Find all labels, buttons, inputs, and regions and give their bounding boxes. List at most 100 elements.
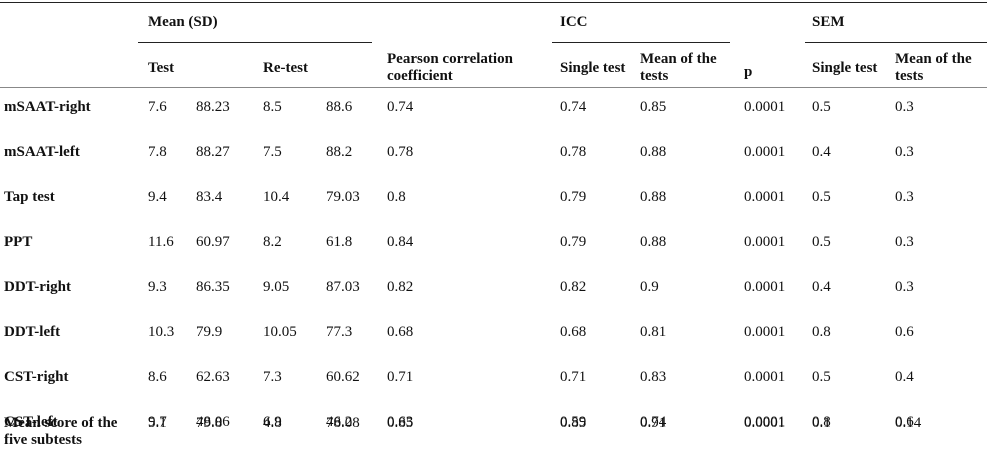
column-header: p [744, 63, 753, 80]
cell: 87.03 [326, 278, 360, 295]
group-header: Mean (SD) [148, 13, 218, 30]
cell: 0.3 [895, 188, 914, 205]
group-header: SEM [812, 13, 845, 30]
cell: 0.6 [895, 414, 914, 431]
cell: 0.85 [640, 98, 667, 115]
cell: 0.71 [387, 369, 414, 386]
cell: 0.68 [387, 324, 414, 340]
cell: 0.5 [812, 233, 831, 250]
cell: 9.4 [148, 188, 167, 205]
cell: 0.14 [895, 414, 922, 431]
cell: 10.3 [148, 324, 175, 340]
cell: 79.8 [196, 414, 223, 431]
cell: 0.74 [387, 98, 414, 115]
row-label: Mean score of the five subtests [4, 415, 118, 448]
cell: 0.91 [640, 414, 667, 431]
cell: 0.83 [640, 369, 667, 386]
row-label: DDT-right [4, 278, 71, 295]
cell: 0.88 [640, 188, 667, 205]
rule [552, 42, 730, 43]
cell: 7.6 [148, 98, 167, 115]
rule [805, 42, 987, 43]
row-label: CST-right [4, 369, 69, 386]
cell: 0.85 [560, 414, 587, 431]
cell: 0.3 [895, 233, 914, 250]
cell: 79.9 [196, 324, 223, 340]
cell: 0.0001 [744, 414, 786, 431]
cell: 0.79 [560, 188, 587, 205]
cell: 0.0001 [744, 324, 786, 340]
cell: 0.5 [812, 188, 831, 205]
cell: 0.8 [812, 324, 831, 340]
cell: 0.0001 [744, 143, 786, 160]
cell: 88.23 [196, 98, 230, 115]
cell: 60.97 [196, 233, 230, 250]
cell: 0.84 [387, 233, 414, 250]
cell: 0.78 [387, 143, 414, 160]
cell: 9.3 [148, 278, 167, 295]
row-label: mSAAT-left [4, 143, 80, 160]
cell: 0.4 [812, 143, 831, 160]
cell: 0.88 [640, 143, 667, 160]
cell: 7.5 [263, 143, 282, 160]
cell: 83.4 [196, 188, 223, 205]
column-header: Single test [812, 59, 878, 76]
cell: 0.0001 [744, 233, 786, 250]
cell: 60.62 [326, 369, 360, 386]
cell: 0.5 [812, 98, 831, 115]
cell: 0.81 [640, 324, 667, 340]
column-header: Re-test [263, 59, 308, 76]
column-header: Pearson correlation coefficient [387, 51, 513, 84]
cell: 5.1 [148, 414, 167, 431]
row-label: mSAAT-right [4, 98, 91, 115]
cell: 0.0001 [744, 369, 786, 386]
cell: 0.85 [387, 414, 414, 431]
cell: 77.3 [326, 324, 353, 340]
row-label: DDT-left [4, 324, 61, 340]
cell: 0.4 [895, 369, 914, 386]
column-header: Single test [560, 59, 626, 76]
cell: 10.05 [263, 324, 297, 340]
cell: 0.78 [560, 143, 587, 160]
cell: 0.5 [812, 369, 831, 386]
cell: 0.3 [895, 143, 914, 160]
cell: 0.74 [640, 414, 667, 431]
cell: 11.6 [148, 233, 174, 250]
cell: 0.8 [812, 414, 831, 431]
cell: 0.0001 [744, 98, 786, 115]
cell: 8.6 [148, 369, 167, 386]
group-header: ICC [560, 13, 588, 30]
rule [0, 2, 987, 3]
cell: 0.88 [640, 233, 667, 250]
cell: 0.4 [812, 278, 831, 295]
cell: 0.82 [560, 278, 587, 295]
cell: 9.7 [148, 414, 167, 431]
cell: 0.0001 [744, 414, 786, 431]
cell: 48.06 [196, 414, 230, 431]
cell: 9.05 [263, 278, 290, 295]
cell: 0.3 [895, 98, 914, 115]
cell: 7.3 [263, 369, 282, 386]
cell: 8.5 [263, 98, 282, 115]
cell: 0.8 [387, 188, 406, 205]
rule [0, 87, 987, 88]
column-header: Mean of the tests [895, 51, 972, 84]
cell: 0.1 [812, 414, 831, 431]
cell: 0.82 [387, 278, 414, 295]
cell: 4.8 [263, 414, 282, 431]
cell: 79.03 [326, 188, 360, 205]
cell: 0.0001 [744, 278, 786, 295]
cell: 86.35 [196, 278, 230, 295]
cell: 0.68 [560, 324, 587, 340]
cell: 0.59 [560, 414, 587, 431]
cell: 0.6 [895, 324, 914, 340]
cell: 0.9 [640, 278, 659, 295]
column-header: Test [148, 59, 175, 76]
rule [138, 42, 372, 43]
cell: 78.08 [326, 414, 360, 431]
column-header: Mean of the tests [640, 51, 717, 84]
cell: 88.2 [326, 143, 353, 160]
cell: 0.63 [387, 414, 414, 431]
row-label: Tap test [4, 188, 55, 205]
